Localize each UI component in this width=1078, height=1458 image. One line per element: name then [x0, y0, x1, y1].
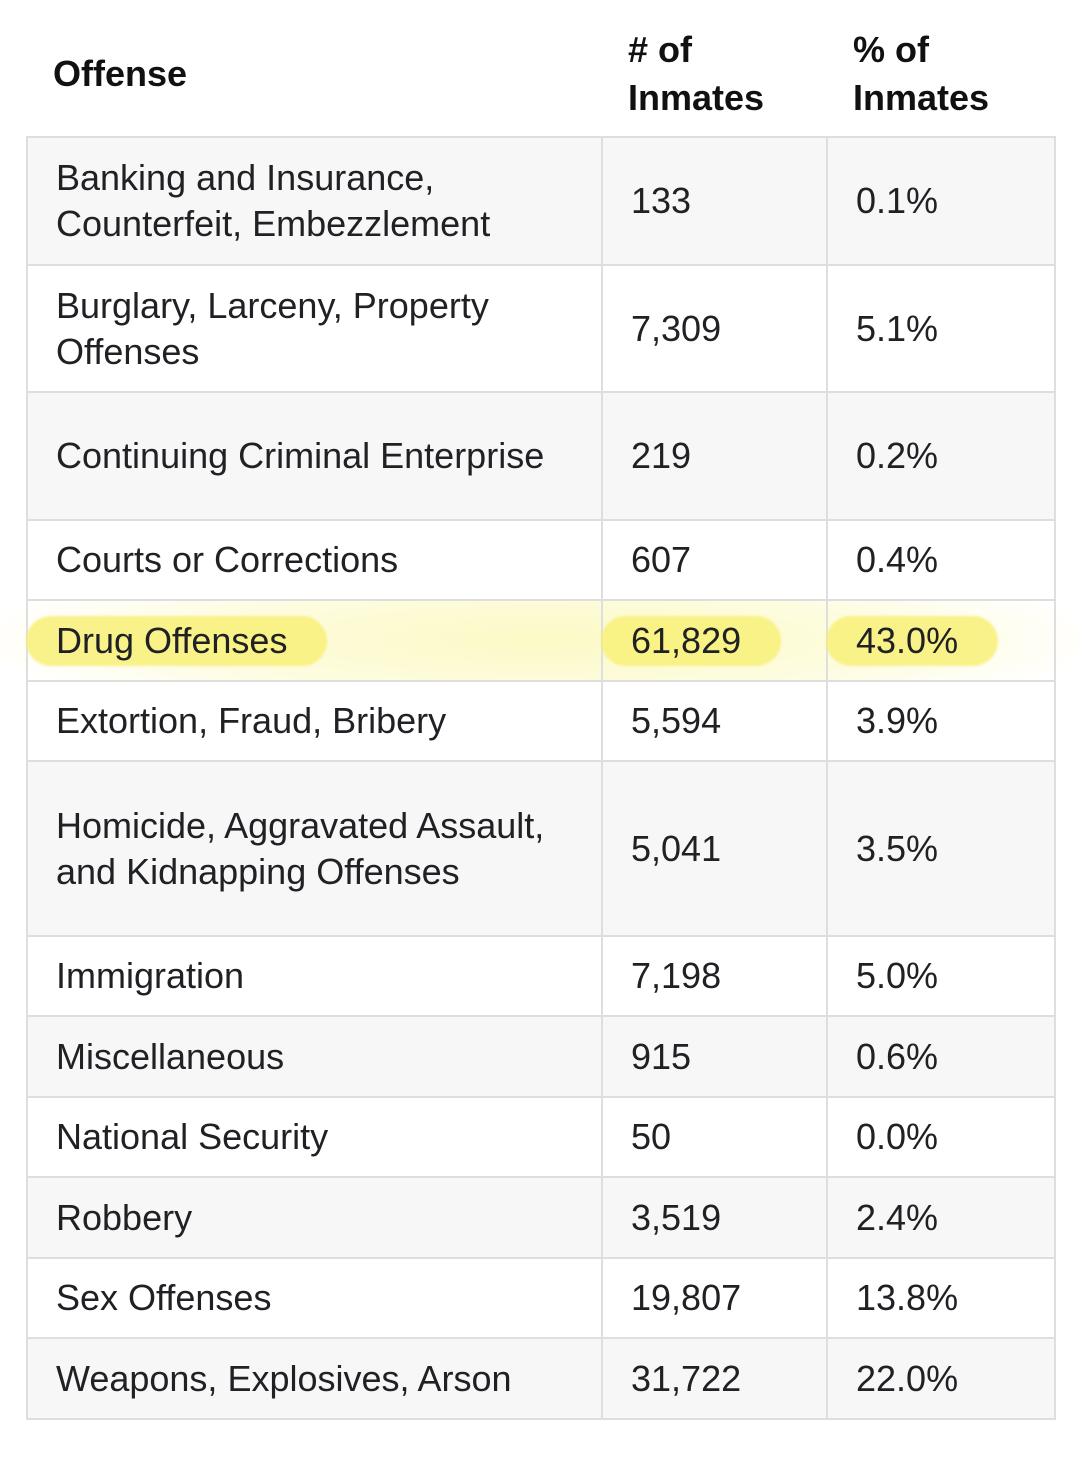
table-row: Robbery 3,519 2.4%: [26, 1176, 1056, 1259]
percent-cell: 5.1%: [826, 264, 1056, 393]
table-row: National Security 50 0.0%: [26, 1096, 1056, 1178]
offense-table: Banking and Insurance, Counterfeit, Embe…: [26, 136, 1056, 1420]
count-cell: 31,722: [601, 1337, 828, 1420]
percent-cell: 0.4%: [826, 519, 1056, 601]
percent-cell: 43.0%: [826, 599, 1056, 682]
offense-cell: Burglary, Larceny, Property Offenses: [26, 264, 603, 393]
count-cell: 3,519: [601, 1176, 828, 1259]
offense-cell: Robbery: [26, 1176, 603, 1259]
percent-cell: 0.6%: [826, 1015, 1056, 1098]
count-cell: 7,309: [601, 264, 828, 393]
table-row-highlighted: Drug Offenses 61,829 43.0%: [26, 599, 1056, 682]
count-cell: 7,198: [601, 935, 828, 1017]
table-header: Offense # of Inmates % of Inmates: [0, 0, 1078, 136]
table-row: Homicide, Aggravated Assault, and Kidnap…: [26, 760, 1056, 937]
percent-cell: 5.0%: [826, 935, 1056, 1017]
percent-cell: 13.8%: [826, 1257, 1056, 1339]
percent-cell: 0.1%: [826, 136, 1056, 266]
count-cell: 219: [601, 391, 828, 521]
offense-cell: Weapons, Explosives, Arson: [26, 1337, 603, 1420]
count-cell: 5,041: [601, 760, 828, 937]
count-cell: 61,829: [601, 599, 828, 682]
header-inmate-count: # of Inmates: [628, 29, 765, 118]
table-row: Immigration 7,198 5.0%: [26, 935, 1056, 1017]
count-cell: 915: [601, 1015, 828, 1098]
count-cell: 5,594: [601, 680, 828, 762]
count-cell: 50: [601, 1096, 828, 1178]
table-row: Banking and Insurance, Counterfeit, Embe…: [26, 136, 1056, 266]
offense-cell: Courts or Corrections: [26, 519, 603, 601]
header-offense: Offense: [53, 53, 188, 94]
count-cell: 607: [601, 519, 828, 601]
table-row: Courts or Corrections 607 0.4%: [26, 519, 1056, 601]
percent-cell: 3.5%: [826, 760, 1056, 937]
table-row: Continuing Criminal Enterprise 219 0.2%: [26, 391, 1056, 521]
table-row: Sex Offenses 19,807 13.8%: [26, 1257, 1056, 1339]
offense-cell: National Security: [26, 1096, 603, 1178]
offense-cell: Immigration: [26, 935, 603, 1017]
header-inmate-percent: % of Inmates: [853, 29, 990, 118]
table-row: Miscellaneous 915 0.6%: [26, 1015, 1056, 1098]
percent-cell: 0.2%: [826, 391, 1056, 521]
count-highlight: 61,829: [631, 618, 741, 664]
offense-cell: Drug Offenses: [26, 599, 603, 682]
offense-cell: Banking and Insurance, Counterfeit, Embe…: [26, 136, 603, 266]
table-row: Weapons, Explosives, Arson 31,722 22.0%: [26, 1337, 1056, 1420]
offense-cell: Miscellaneous: [26, 1015, 603, 1098]
offense-highlight: Drug Offenses: [56, 618, 287, 664]
percent-cell: 0.0%: [826, 1096, 1056, 1178]
table-row: Burglary, Larceny, Property Offenses 7,3…: [26, 264, 1056, 393]
percent-highlight: 43.0%: [856, 618, 958, 664]
offense-cell: Sex Offenses: [26, 1257, 603, 1339]
percent-cell: 22.0%: [826, 1337, 1056, 1420]
table-row: Extortion, Fraud, Bribery 5,594 3.9%: [26, 680, 1056, 762]
offense-cell: Extortion, Fraud, Bribery: [26, 680, 603, 762]
count-cell: 19,807: [601, 1257, 828, 1339]
offense-cell: Continuing Criminal Enterprise: [26, 391, 603, 521]
percent-cell: 3.9%: [826, 680, 1056, 762]
count-cell: 133: [601, 136, 828, 266]
percent-cell: 2.4%: [826, 1176, 1056, 1259]
offense-cell: Homicide, Aggravated Assault, and Kidnap…: [26, 760, 603, 937]
